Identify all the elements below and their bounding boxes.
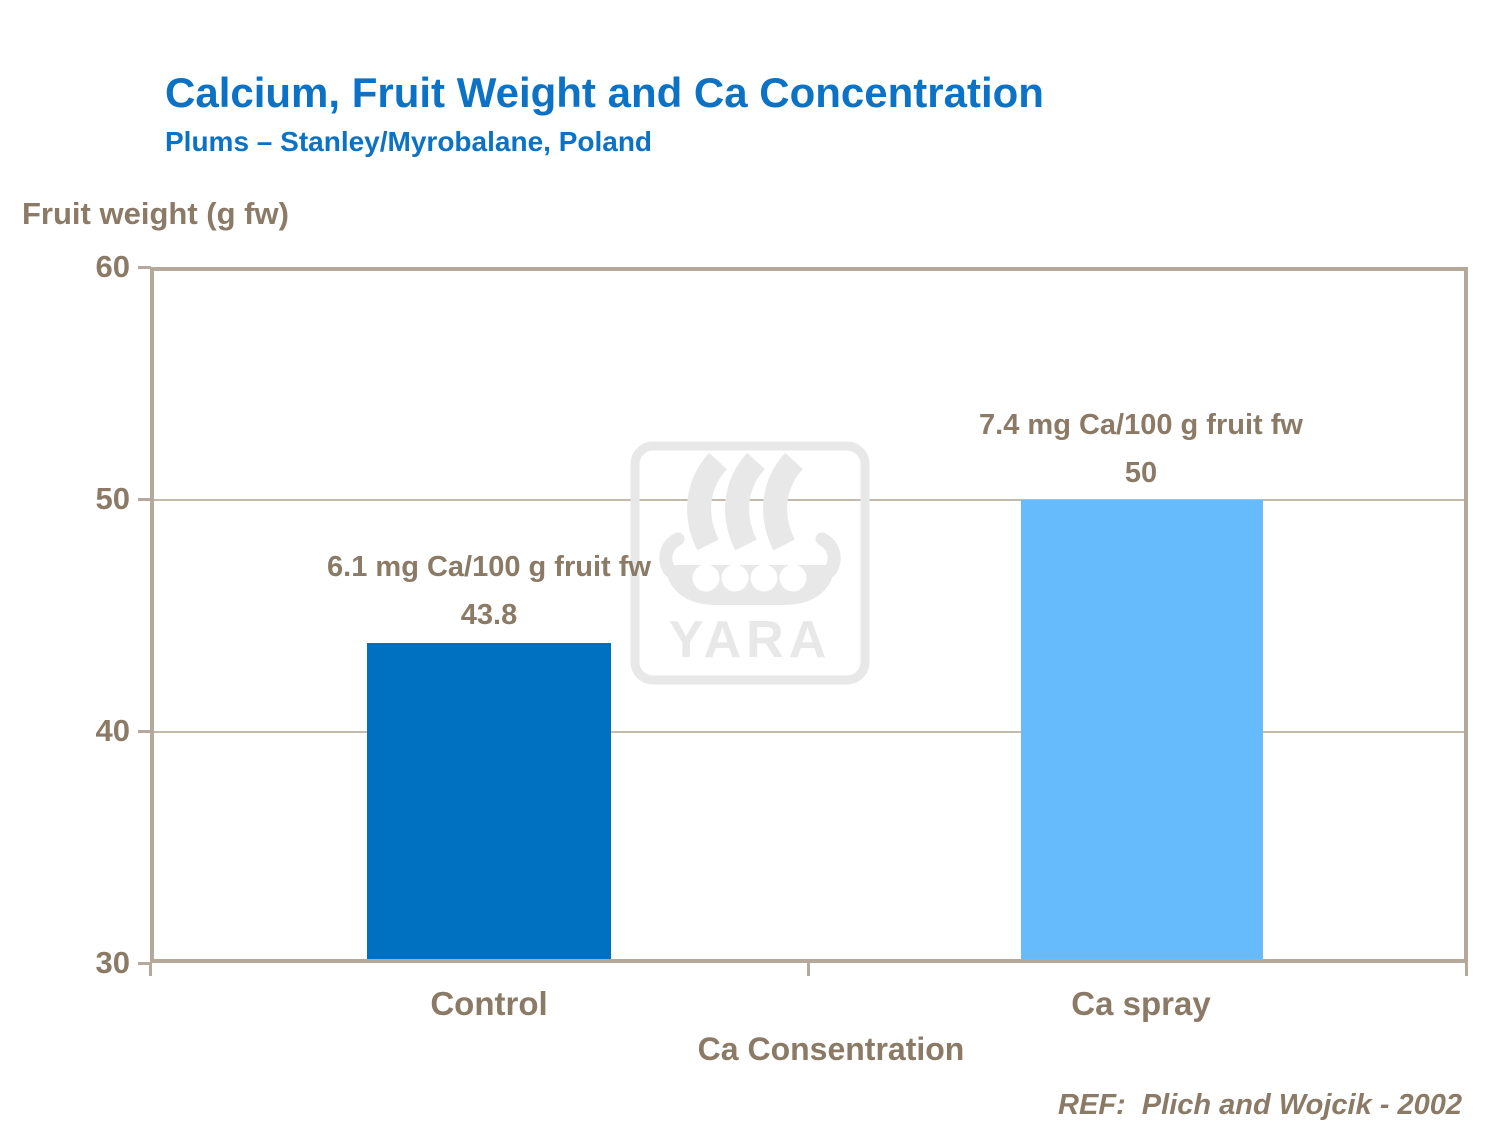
y-tick-label-30: 30 bbox=[95, 945, 130, 980]
annotation-control-ca: 6.1 mg Ca/100 g fruit fw bbox=[327, 551, 651, 583]
bar-ca-spray bbox=[1021, 500, 1263, 959]
category-label-ca-spray: Ca spray bbox=[1071, 985, 1211, 1022]
y-tick-mark-60 bbox=[138, 266, 151, 269]
value-label-control: 43.8 bbox=[460, 599, 518, 631]
y-axis-title: Fruit weight (g fw) bbox=[22, 196, 289, 231]
y-tick-mark-40 bbox=[138, 730, 151, 733]
gridline-40 bbox=[154, 731, 1464, 733]
yara-logo-text: YARA bbox=[669, 611, 832, 669]
page-subtitle: Plums – Stanley/Myrobalane, Poland bbox=[165, 126, 653, 157]
plot-area bbox=[150, 267, 1468, 963]
viking-ship-logo-icon bbox=[630, 441, 870, 685]
annotation-spray-ca: 7.4 mg Ca/100 g fruit fw bbox=[979, 409, 1303, 441]
gridline-50 bbox=[154, 499, 1464, 501]
x-tick-mark-center bbox=[807, 963, 810, 976]
x-tick-mark-right bbox=[1465, 963, 1468, 976]
value-label-spray: 50 bbox=[1124, 457, 1158, 489]
page-title: Calcium, Fruit Weight and Ca Concentrati… bbox=[165, 69, 1044, 116]
x-axis-title: Ca Consentration bbox=[697, 1031, 965, 1067]
y-tick-mark-30 bbox=[138, 962, 151, 965]
y-tick-mark-50 bbox=[138, 498, 151, 501]
reference-note: REF: Plich and Wojcik - 2002 bbox=[1058, 1089, 1462, 1121]
bar-control bbox=[367, 643, 611, 959]
y-tick-label-50: 50 bbox=[95, 481, 130, 516]
category-label-control: Control bbox=[430, 985, 548, 1022]
yara-watermark: YARA bbox=[630, 441, 870, 685]
y-tick-label-60: 60 bbox=[95, 249, 130, 284]
x-tick-mark-left bbox=[149, 963, 152, 976]
y-tick-label-40: 40 bbox=[95, 713, 130, 748]
